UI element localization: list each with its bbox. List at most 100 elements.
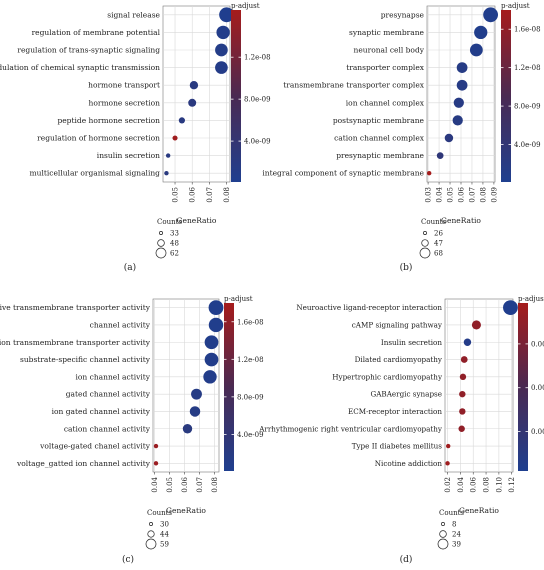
category-label: postsynaptic membrane: [333, 116, 425, 125]
category-label: Hypertrophic cardiomyopathy: [332, 372, 443, 381]
x-axis-title: GeneRatio: [441, 216, 481, 225]
size-legend-label: 30: [160, 521, 169, 529]
x-tick-label: 0.05: [172, 187, 180, 203]
data-point: [474, 25, 488, 40]
category-label: Type II diabetes mellitus: [352, 442, 443, 451]
colorbar: [224, 303, 234, 471]
category-label: Neuroactive ligand-receptor interaction: [296, 303, 442, 312]
colorbar-tick-label: 1.6e-08: [514, 26, 541, 34]
size-legend-label: 62: [170, 250, 179, 258]
data-point: [469, 43, 483, 57]
colorbar-tick-label: 8.0e-09: [237, 393, 264, 401]
data-point: [188, 98, 197, 107]
category-label: Dilated cardiomyopathy: [355, 355, 443, 364]
size-legend-circle: [155, 247, 167, 259]
category-label: Nicotine addiction: [375, 459, 443, 468]
category-label: neuronal cell body: [354, 46, 425, 55]
data-point: [503, 300, 518, 316]
data-point: [191, 388, 202, 400]
size-legend-label: 33: [170, 230, 179, 238]
category-label: ion channel complex: [346, 98, 425, 107]
size-legend-title: Counts: [147, 509, 172, 517]
panel-c: passive transmembrane transporter activi…: [0, 295, 264, 565]
data-point: [208, 317, 224, 333]
colorbar-tick-label: 0.009: [531, 340, 544, 348]
size-legend-circle: [423, 231, 427, 235]
colorbar-tick-label: 1.2e-08: [244, 54, 271, 62]
category-label: cation channel complex: [334, 134, 425, 143]
colorbar: [501, 10, 511, 182]
data-point: [216, 25, 230, 40]
data-point: [483, 7, 499, 23]
data-point: [460, 356, 468, 363]
x-axis-title: GeneRatio: [166, 506, 206, 515]
size-legend-circle: [441, 522, 445, 526]
data-point: [456, 79, 468, 91]
data-point: [203, 370, 217, 384]
size-legend-circle: [421, 239, 429, 247]
size-legend-circle: [439, 530, 447, 538]
size-legend-circle: [419, 247, 431, 259]
x-tick-label: 0.12: [508, 477, 516, 493]
size-legend-circle: [157, 239, 165, 247]
category-label: Insulin secretion: [381, 338, 442, 347]
category-label: passive transmembrane transporter activi…: [0, 303, 151, 312]
panel-d: Neuroactive ligand-receptor interaction c…: [258, 295, 544, 565]
x-tick-label: 0.03: [425, 187, 433, 203]
x-tick-label: 0.09: [490, 187, 498, 203]
category-label: ion gated channel activity: [52, 407, 151, 416]
colorbar-title: p-adjust: [231, 2, 260, 10]
size-legend-title: Counts: [157, 218, 182, 226]
x-tick-label: 0.08: [223, 187, 231, 203]
x-tick-label: 0.08: [211, 477, 219, 493]
colorbar-title: p-adjust: [224, 295, 253, 303]
colorbar-title: p-adjust: [501, 2, 530, 10]
size-legend-label: 8: [452, 521, 456, 529]
category-label: voltage_gatted ion channel activity: [16, 459, 151, 468]
category-label: channel activity: [90, 320, 151, 329]
category-label: transporter complex: [346, 63, 425, 72]
data-point: [458, 425, 465, 432]
data-point: [219, 7, 234, 23]
category-label: modulation of chemical synaptic transmis…: [0, 63, 160, 72]
category-label: substrate-specific channel activity: [20, 355, 151, 364]
data-point: [164, 171, 169, 176]
panel-label: (d): [400, 554, 413, 565]
category-label: hormone secretion: [89, 98, 161, 107]
data-point: [426, 171, 432, 176]
data-point: [204, 352, 219, 367]
x-axis-title: GeneRatio: [177, 216, 217, 225]
x-tick-label: 0.08: [483, 477, 491, 493]
panel-b: presynapse synaptic membrane neuronal cell…: [262, 2, 540, 273]
colorbar-tick-label: 1.2e-08: [237, 356, 264, 364]
x-tick-label: 0.04: [457, 476, 465, 492]
colorbar-tick-label: 1.2e-08: [514, 64, 541, 72]
panel-label: (a): [124, 262, 136, 273]
colorbar: [518, 303, 528, 471]
size-legend-label: 26: [434, 230, 443, 238]
data-point: [445, 461, 450, 466]
colorbar-tick-label: 0.003: [531, 428, 544, 436]
size-legend-label: 48: [170, 240, 179, 248]
panel-label: (b): [400, 262, 413, 273]
x-tick-label: 0.07: [196, 477, 204, 493]
colorbar-tick-label: 4.0e-09: [237, 431, 264, 439]
size-legend-label: 68: [434, 250, 443, 258]
colorbar-tick-label: 8.0e-09: [244, 96, 271, 104]
size-legend-label: 47: [434, 240, 443, 248]
x-tick-label: 0.05: [166, 477, 174, 493]
data-point: [215, 43, 228, 57]
size-legend-label: 39: [452, 541, 461, 549]
data-point: [456, 62, 468, 73]
category-label: GABAergic synapse: [370, 390, 442, 399]
data-point: [165, 153, 171, 158]
data-point: [208, 300, 224, 316]
colorbar-tick-label: 1.6e-08: [237, 318, 264, 326]
data-point: [446, 443, 451, 449]
data-point: [153, 443, 159, 449]
x-tick-label: 0.04: [151, 476, 159, 492]
data-point: [436, 152, 444, 159]
category-label: presynapse: [381, 10, 425, 19]
data-point: [189, 406, 201, 417]
